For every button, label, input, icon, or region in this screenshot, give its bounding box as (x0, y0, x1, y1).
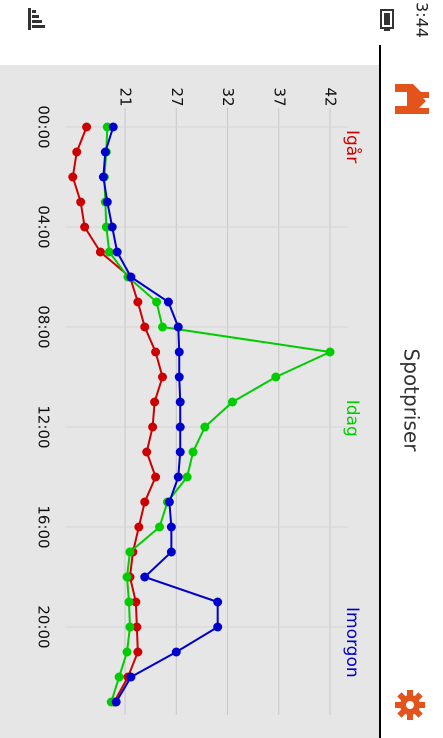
data-point (200, 422, 210, 432)
signal-icon (28, 8, 45, 30)
data-point (122, 647, 132, 657)
data-point (134, 522, 144, 532)
data-point (132, 622, 142, 632)
data-point (108, 122, 118, 132)
data-point (68, 172, 78, 182)
y-tick-label: 21 (117, 87, 135, 106)
y-tick-label: 42 (322, 87, 340, 106)
data-point (133, 647, 143, 657)
data-point (122, 572, 132, 582)
data-point (131, 597, 141, 607)
data-point (76, 197, 86, 207)
data-point (164, 497, 174, 507)
data-point (102, 197, 112, 207)
data-point (174, 372, 184, 382)
data-point (100, 147, 110, 157)
data-point (125, 622, 135, 632)
data-point (80, 222, 90, 232)
data-point (133, 297, 143, 307)
data-point (126, 672, 136, 682)
app-logo[interactable] (395, 84, 429, 114)
x-tick-label: 20:00 (35, 605, 53, 648)
x-tick-label: 04:00 (35, 205, 53, 248)
data-point (95, 247, 105, 257)
data-point (166, 522, 176, 532)
data-point (112, 247, 122, 257)
data-point (173, 322, 183, 332)
y-tick-label: 37 (270, 87, 288, 106)
data-point (171, 647, 181, 657)
data-point (140, 322, 150, 332)
data-point (72, 147, 82, 157)
data-point (111, 697, 121, 707)
data-point (126, 272, 136, 282)
status-time: 3:44 (413, 2, 432, 38)
legend-label: Idag (342, 400, 362, 437)
data-point (213, 597, 223, 607)
data-point (157, 372, 167, 382)
data-point (152, 297, 162, 307)
legend-label: Imorgon (342, 607, 362, 678)
x-tick-label: 00:00 (35, 105, 53, 148)
data-point (82, 122, 92, 132)
data-point (175, 447, 185, 457)
x-tick-label: 16:00 (35, 505, 53, 548)
battery-icon (380, 9, 394, 31)
data-point (98, 172, 108, 182)
x-tick-label: 08:00 (35, 305, 53, 348)
data-point (150, 397, 160, 407)
legend-label: Igår (342, 130, 363, 163)
settings-icon[interactable] (395, 690, 425, 720)
data-point (155, 522, 165, 532)
data-point (157, 322, 167, 332)
data-point (175, 422, 185, 432)
x-tick-label: 12:00 (35, 405, 53, 448)
data-point (271, 372, 281, 382)
app-title: Spotpriser (400, 349, 424, 453)
y-tick-label: 32 (219, 87, 237, 106)
data-point (188, 447, 198, 457)
data-point (325, 347, 335, 357)
data-point (173, 472, 183, 482)
data-point (140, 497, 150, 507)
data-point (163, 297, 173, 307)
data-point (114, 672, 124, 682)
data-point (151, 472, 161, 482)
y-tick-label: 27 (168, 87, 186, 106)
data-point (124, 597, 134, 607)
data-point (182, 472, 192, 482)
data-point (213, 622, 223, 632)
data-point (227, 397, 237, 407)
data-point (142, 447, 152, 457)
data-point (107, 222, 117, 232)
data-point (166, 547, 176, 557)
data-point (104, 247, 114, 257)
data-point (151, 347, 161, 357)
data-point (125, 547, 135, 557)
data-point (140, 572, 150, 582)
data-point (174, 347, 184, 357)
data-point (175, 397, 185, 407)
data-point (148, 422, 158, 432)
chart-area (0, 65, 379, 738)
